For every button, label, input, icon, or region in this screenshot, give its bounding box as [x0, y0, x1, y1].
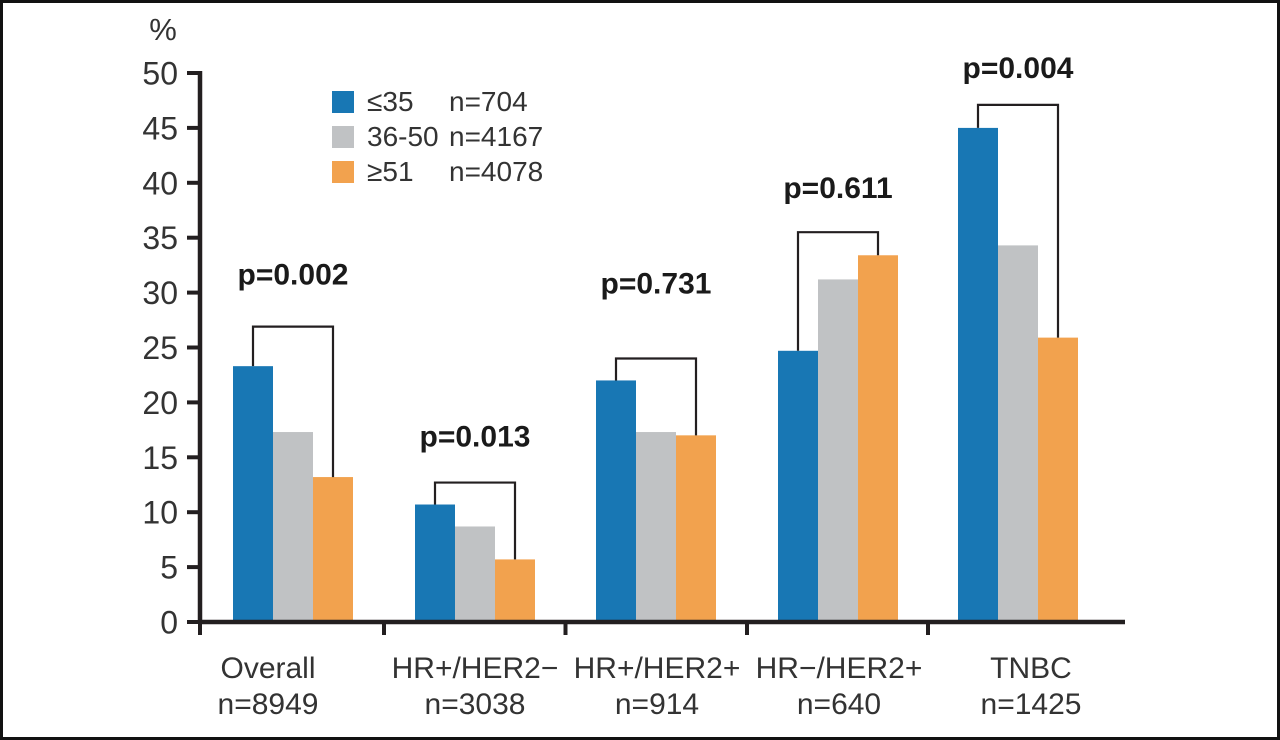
p-value-label-group5: p=0.004: [963, 52, 1074, 85]
bar-young-group4: [778, 350, 818, 622]
bar-young-group5: [958, 127, 998, 623]
bar-chart: % p=0.002 p=0.013 p=0.731 p=0.611 p=0.004 0 5 1…: [142, 12, 1125, 721]
significance-bracket-group4: [796, 231, 880, 351]
y-axis-tick-label: 5: [160, 550, 178, 586]
y-axis-tick-label: 10: [142, 495, 178, 531]
y-axis-tick-label: 50: [142, 56, 178, 92]
p-value-label-group2: p=0.013: [420, 421, 531, 454]
category-n-label-group2: n=3038: [425, 688, 526, 721]
bar-young-group1: [233, 366, 273, 622]
category-n-label-group4: n=640: [797, 688, 881, 721]
p-value-label-group4: p=0.611: [783, 172, 892, 205]
legend-n-label: n=4167: [449, 121, 543, 152]
legend-swatch-mid: [332, 126, 354, 148]
y-axis-tick-label: 30: [142, 275, 178, 311]
bar-older-group5: [1038, 337, 1078, 622]
category-label-group4: HR−/HER2+: [756, 652, 923, 685]
legend-label: 36-50: [367, 121, 439, 152]
category-n-label-group1: n=8949: [218, 688, 319, 721]
category-label-group3: HR+/HER2+: [574, 652, 741, 685]
legend-label: ≤35: [367, 86, 414, 117]
legend-swatch-older: [332, 161, 354, 183]
category-label-group5: TNBC: [990, 652, 1072, 685]
bar-mid-group1: [273, 432, 313, 622]
y-axis-tick-label: 35: [142, 220, 178, 256]
y-axis-tick-label: 40: [142, 165, 178, 201]
y-axis-tick-label: 25: [142, 330, 178, 366]
significance-bracket-group3: [614, 357, 698, 436]
significance-bracket-group5: [976, 103, 1060, 338]
y-axis-tick-label: 15: [142, 440, 178, 476]
bar-mid-group5: [998, 245, 1038, 623]
y-axis-unit-label: %: [149, 12, 177, 47]
category-n-label-group3: n=914: [615, 688, 699, 721]
bar-young-group3: [596, 380, 636, 622]
legend-swatch-young: [332, 91, 354, 113]
bar-older-group4: [858, 255, 898, 622]
bar-older-group1: [313, 477, 353, 622]
bar-mid-group3: [636, 432, 676, 622]
significance-bracket-group2: [433, 481, 517, 560]
legend-label: ≥51: [367, 156, 414, 187]
bar-older-group2: [495, 559, 535, 622]
y-axis-tick-label: 20: [142, 385, 178, 421]
significance-bracket-group1: [251, 325, 335, 478]
category-label-group2: HR+/HER2−: [392, 652, 559, 685]
y-axis-tick-label: 45: [142, 110, 178, 146]
bar-mid-group2: [455, 526, 495, 622]
bar-young-group2: [415, 504, 455, 622]
y-axis-tick-label: 0: [160, 605, 178, 641]
p-value-label-group3: p=0.731: [601, 267, 712, 300]
category-n-label-group5: n=1425: [981, 688, 1082, 721]
legend-n-label: n=704: [449, 86, 528, 117]
category-label-group1: Overall: [220, 652, 315, 685]
p-value-label-group1: p=0.002: [238, 259, 349, 292]
bar-mid-group4: [818, 279, 858, 622]
bar-older-group3: [676, 435, 716, 622]
legend-n-label: n=4078: [449, 156, 543, 187]
